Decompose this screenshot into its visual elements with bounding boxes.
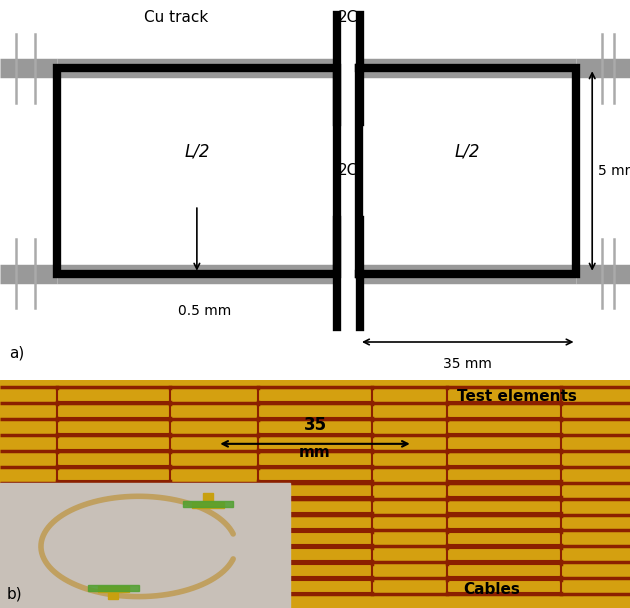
Text: 35 mm: 35 mm: [444, 358, 492, 371]
Bar: [258, 420, 372, 434]
Text: b): b): [6, 586, 22, 601]
Bar: [203, 493, 213, 502]
Bar: [447, 531, 561, 545]
Bar: [258, 436, 372, 449]
Bar: [447, 436, 561, 449]
Bar: [57, 484, 170, 497]
Bar: [88, 585, 139, 591]
Bar: [447, 420, 561, 434]
Bar: [447, 500, 561, 513]
Bar: [57, 548, 170, 561]
Text: Test elements: Test elements: [457, 389, 576, 404]
Bar: [57, 468, 170, 482]
Text: Cu track: Cu track: [144, 10, 209, 24]
Bar: [258, 516, 372, 530]
Bar: [258, 548, 372, 561]
Bar: [0, 483, 290, 608]
Text: 35: 35: [304, 416, 326, 434]
Bar: [57, 452, 170, 466]
Bar: [57, 69, 337, 274]
Bar: [57, 500, 170, 513]
Bar: [447, 579, 561, 593]
Bar: [258, 452, 372, 466]
Bar: [57, 564, 170, 577]
Bar: [359, 69, 576, 274]
Bar: [192, 502, 224, 508]
Bar: [57, 404, 170, 418]
Bar: [447, 564, 561, 577]
Text: Cables: Cables: [463, 582, 520, 596]
Text: L/2: L/2: [184, 143, 210, 161]
Bar: [258, 468, 372, 482]
Bar: [447, 468, 561, 482]
Bar: [258, 564, 372, 577]
Bar: [447, 548, 561, 561]
Text: mm: mm: [299, 445, 331, 460]
Bar: [258, 388, 372, 402]
Bar: [447, 404, 561, 418]
Bar: [57, 436, 170, 449]
Bar: [98, 586, 129, 592]
Bar: [57, 420, 170, 434]
Bar: [57, 579, 170, 593]
Bar: [447, 388, 561, 402]
Text: 2C: 2C: [338, 164, 358, 178]
Bar: [258, 531, 372, 545]
Bar: [447, 452, 561, 466]
Bar: [258, 500, 372, 513]
Bar: [57, 388, 170, 402]
Bar: [258, 484, 372, 497]
Text: 5 mm: 5 mm: [598, 164, 630, 178]
Text: 0.5 mm: 0.5 mm: [178, 304, 231, 318]
Text: L/2: L/2: [455, 143, 481, 161]
Bar: [447, 516, 561, 530]
Bar: [57, 531, 170, 545]
Bar: [108, 592, 118, 599]
Bar: [183, 501, 233, 506]
Bar: [258, 579, 372, 593]
Text: 2C: 2C: [338, 10, 358, 24]
Bar: [258, 404, 372, 418]
Bar: [447, 484, 561, 497]
Bar: [57, 516, 170, 530]
Text: a): a): [9, 346, 25, 361]
